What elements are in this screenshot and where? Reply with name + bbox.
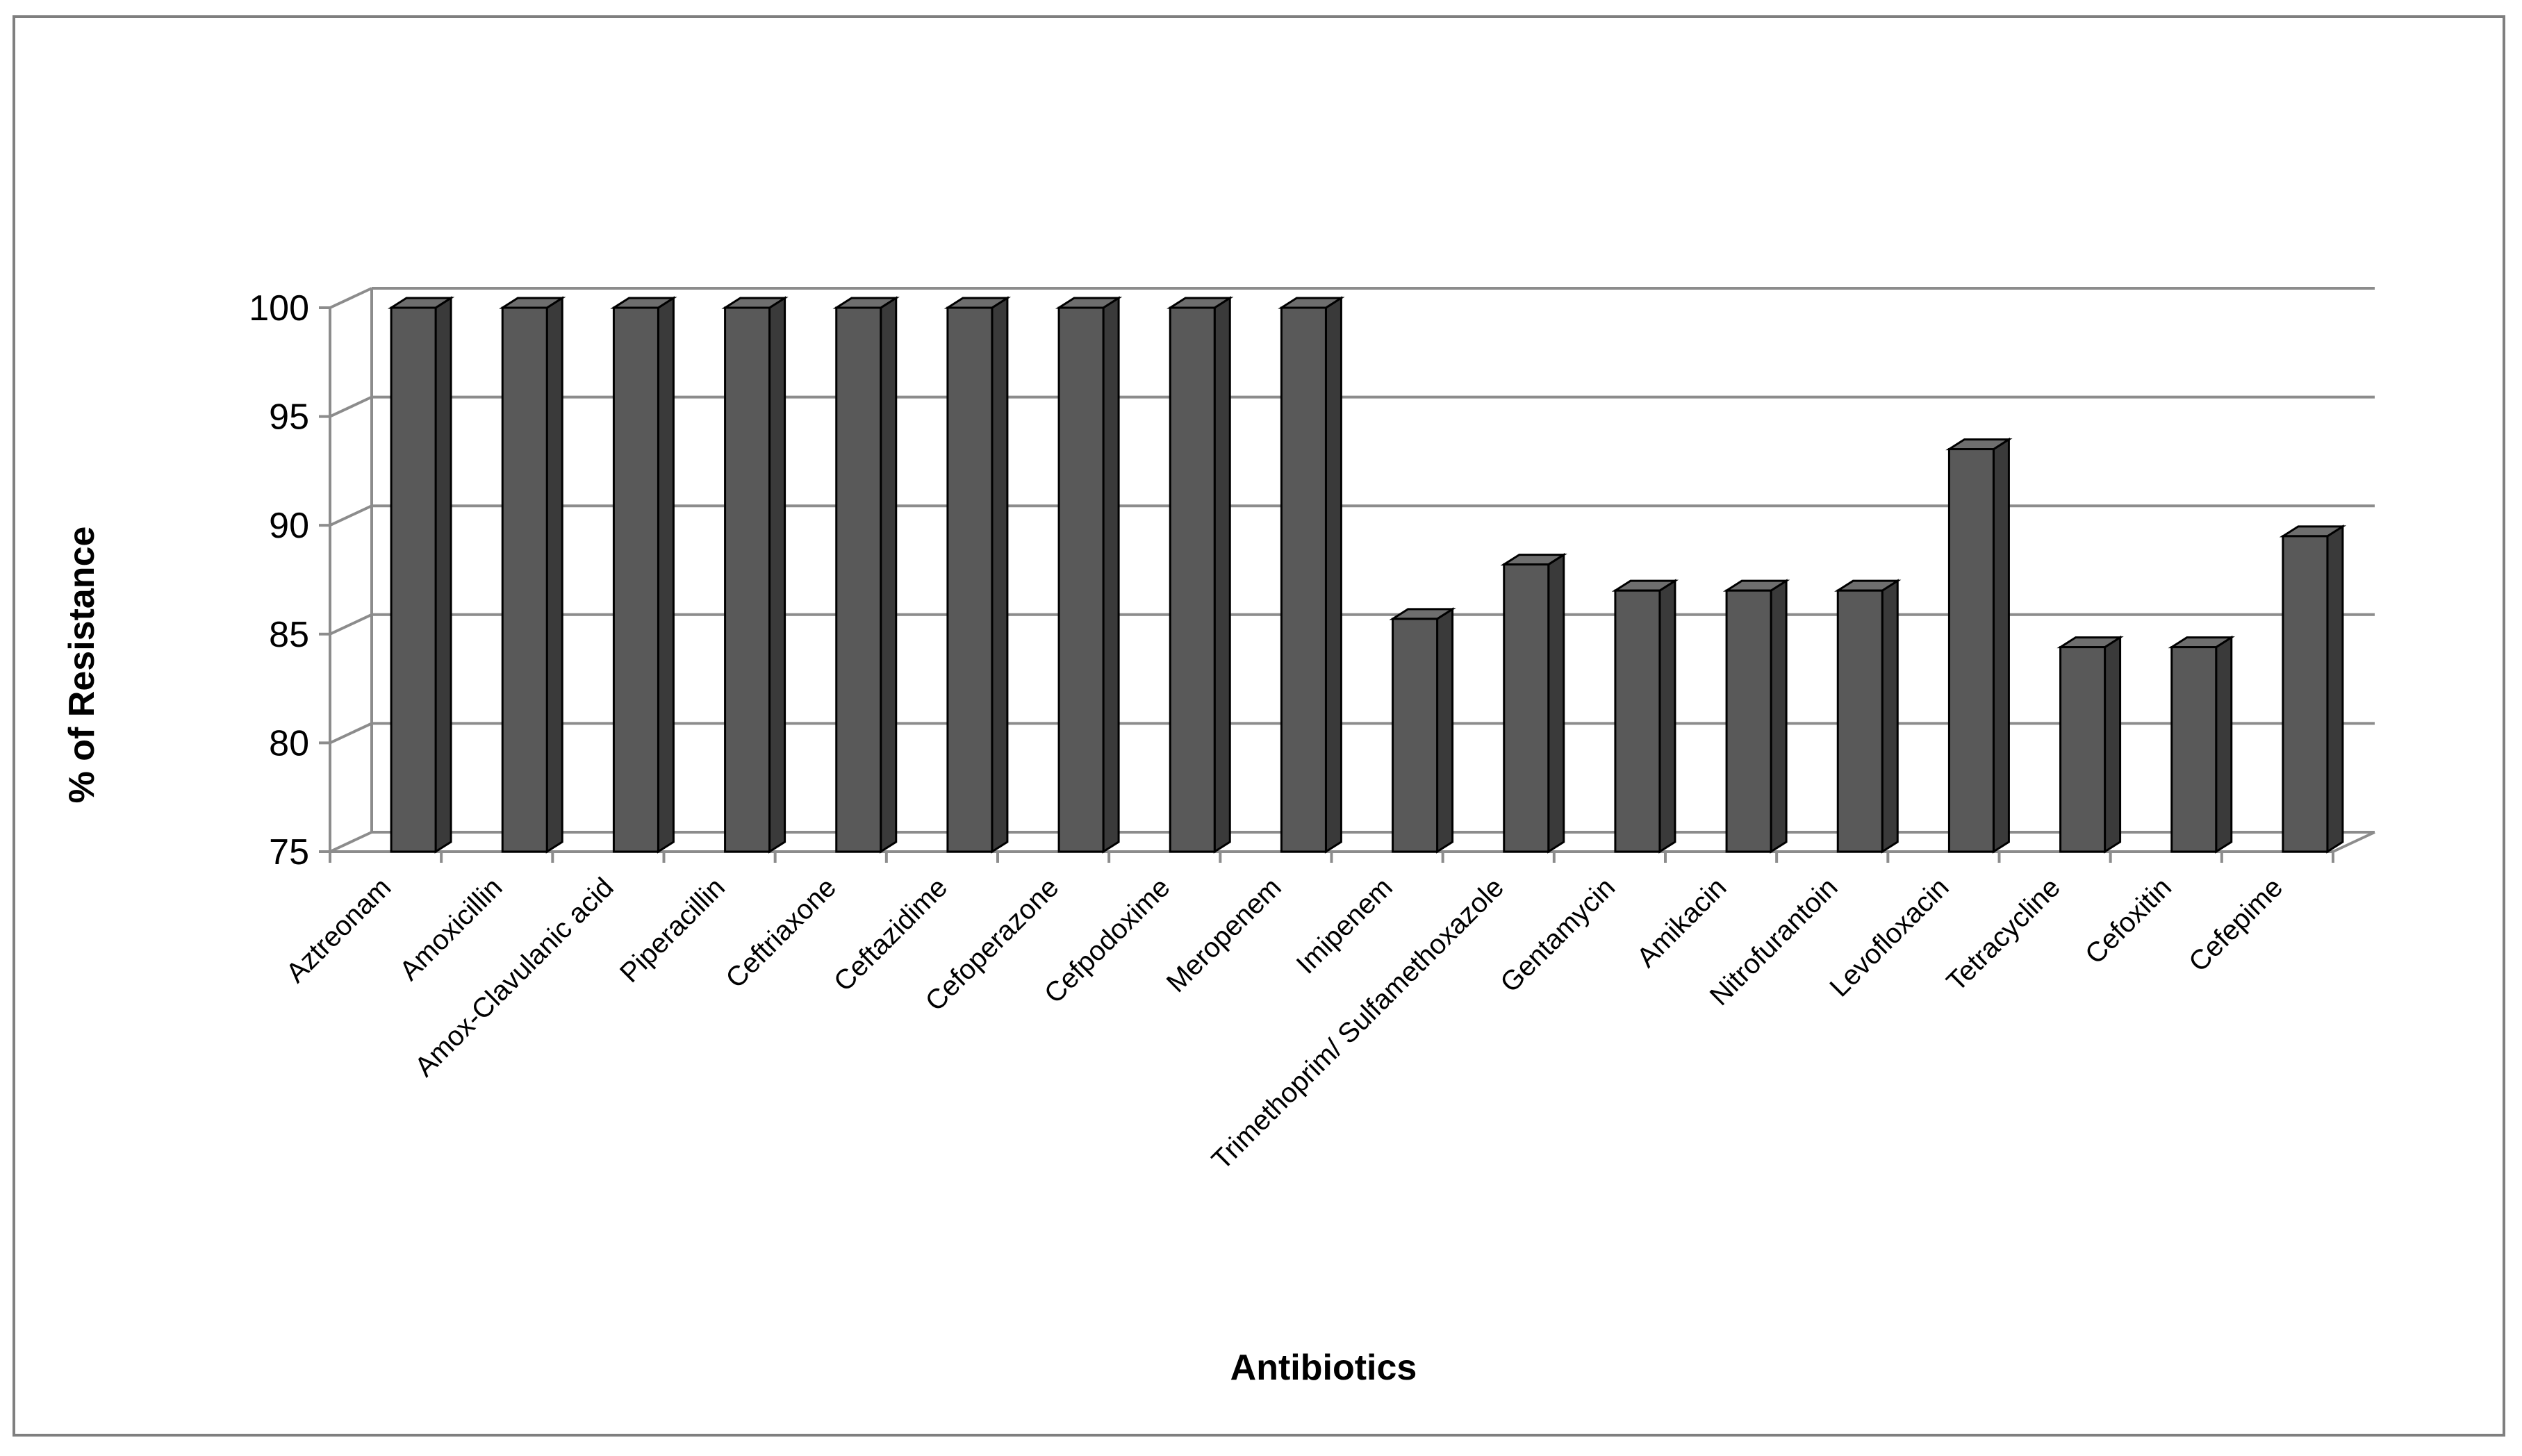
bar-front [1725, 589, 1772, 853]
bar-side [2215, 635, 2233, 854]
side-gridline [329, 395, 372, 418]
y-tick-label: 90 [269, 506, 309, 546]
x-tick-label: Cefepime [2183, 872, 2289, 977]
bar-side [991, 296, 1009, 854]
bar [2279, 524, 2347, 854]
bar-side [2104, 635, 2122, 854]
x-tick-label: Tetracycline [1940, 872, 2066, 997]
bar [1834, 579, 1902, 854]
bar-side [545, 296, 563, 854]
bar [1389, 607, 1456, 854]
bar [387, 296, 455, 854]
bar-side [1102, 296, 1120, 854]
side-gridline [329, 287, 372, 309]
bar [832, 296, 900, 854]
y-axis-title: % of Resistance [62, 527, 102, 804]
side-gridline [329, 504, 372, 527]
bar-front [1836, 589, 1884, 853]
bar-side [1213, 296, 1231, 854]
bar-front [724, 306, 771, 853]
bar-side [657, 296, 675, 854]
bar-side [768, 296, 786, 854]
axes [319, 306, 2334, 863]
bar-front [1280, 306, 1327, 853]
bar-front [2170, 646, 2218, 853]
bar-side [1547, 552, 1565, 854]
bar [2057, 635, 2124, 854]
bar-side [1436, 607, 1454, 854]
gridlines [329, 287, 2375, 853]
y-tick-label: 80 [269, 723, 309, 763]
bar-side [2326, 524, 2344, 854]
bar [1500, 552, 1567, 854]
bar-front [1947, 448, 1995, 853]
bar [721, 296, 789, 854]
x-tick-label: Ceftriaxone [720, 872, 842, 994]
bar [1722, 579, 1790, 854]
x-tick-label: Amoxicillin [394, 872, 509, 986]
bar-side [434, 296, 452, 854]
x-tick-label: Amox-Clavulanic acid [409, 872, 620, 1082]
bar-front [2282, 535, 2329, 853]
bar-front [835, 306, 882, 853]
bar [943, 296, 1012, 854]
bar-side [880, 296, 898, 854]
bar [1055, 296, 1123, 854]
bar-front [946, 306, 994, 853]
x-tick-label: Piperacillin [614, 872, 731, 988]
bar-front [501, 306, 548, 853]
bar [499, 296, 566, 854]
y-tick-label: 95 [269, 397, 309, 438]
bar [1278, 296, 1345, 854]
bar-front [612, 306, 659, 853]
x-tick-label: Imipenem [1291, 872, 1399, 979]
bar-side [1881, 579, 1899, 854]
x-tick-label: Aztreonam [281, 872, 397, 988]
bar-side [1658, 579, 1676, 854]
bar-front [1057, 306, 1105, 853]
bar [2168, 635, 2235, 854]
side-gridline [329, 831, 372, 853]
bar [1611, 579, 1679, 854]
y-tick-label: 85 [269, 615, 309, 655]
x-tick-label: Gentamycin [1494, 872, 1621, 998]
bar [1945, 437, 2013, 854]
bar-side [1770, 579, 1788, 854]
bar-side [1324, 296, 1342, 854]
bar-front [1169, 306, 1216, 853]
bar-front [2059, 646, 2107, 853]
x-axis-title: Antibiotics [1230, 1348, 1417, 1388]
side-gridline [329, 722, 372, 745]
x-tick-label: Cefoxitin [2079, 872, 2177, 970]
bar [1167, 296, 1234, 854]
bar-front [390, 306, 437, 853]
bar-front [1503, 563, 1550, 853]
floor-edge [2332, 831, 2375, 853]
x-tick-label: Meropenem [1161, 872, 1287, 998]
bar-front [1614, 589, 1661, 853]
y-tick-label: 100 [249, 288, 309, 329]
bar-front [1392, 618, 1439, 853]
bars [387, 296, 2347, 854]
side-gridline [329, 613, 372, 636]
y-tick-label: 75 [269, 832, 309, 872]
bar-side [1992, 437, 2010, 854]
bar [610, 296, 677, 854]
x-tick-label: Ceftazidime [828, 872, 953, 997]
x-tick-label: Amikacin [1631, 872, 1733, 973]
x-tick-label: Levofloxacin [1824, 872, 1954, 1002]
